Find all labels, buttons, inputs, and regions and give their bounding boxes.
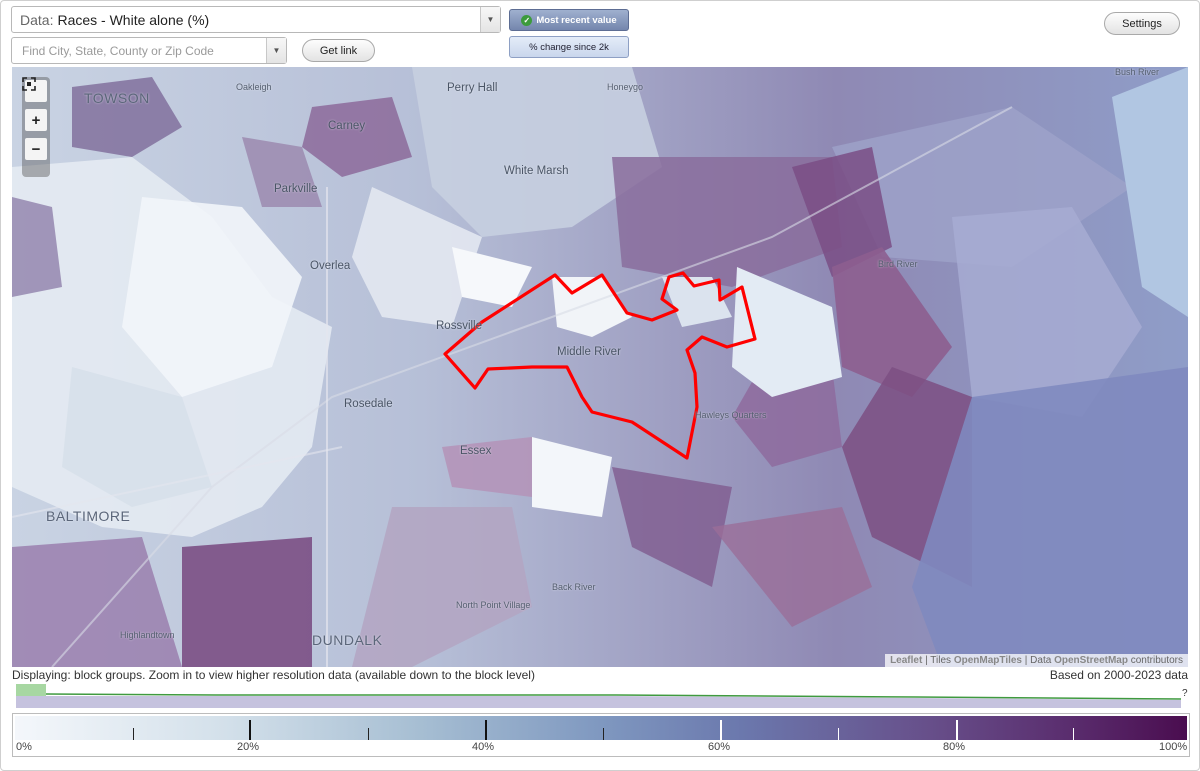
data-value: Races - White alone (%) [57,11,210,28]
most-recent-value-button[interactable]: ✓ Most recent value [509,9,629,31]
place-label: Oakleigh [236,82,272,92]
place-label: Honeygo [607,82,644,92]
zoom-in-button[interactable]: + [25,109,47,131]
data-selector[interactable]: Data: Races - White alone (%) ▼ [11,6,501,33]
chevron-down-icon[interactable]: ▼ [480,7,500,32]
timeline-strip[interactable]: ? [16,684,1188,708]
resolution-status: Displaying: block groups. Zoom in to vie… [12,668,535,682]
attribution-tiles-prefix: Tiles [930,655,952,666]
legend-tick [956,720,958,740]
place-label: Overlea [310,260,351,272]
get-link-button[interactable]: Get link [302,39,375,62]
fullscreen-icon[interactable] [22,77,47,102]
legend-tick [249,720,251,740]
legend-label: 20% [237,741,260,753]
openmaptiles-link[interactable]: OpenMapTiles [953,655,1022,666]
legend-tick [603,728,604,740]
place-label: BALTIMORE [46,508,131,524]
data-years: Based on 2000-2023 data [1049,668,1188,682]
legend-label: 40% [472,741,495,753]
legend-label: 60% [708,741,731,753]
map-layer [12,67,1188,667]
legend-label: 0% [16,741,32,753]
place-label: Back River [552,582,596,592]
legend-tick [1073,728,1074,740]
place-label: White Marsh [504,165,569,177]
percent-change-button[interactable]: % change since 2k [509,36,629,58]
openstreetmap-link[interactable]: OpenStreetMap [1054,655,1128,666]
most-recent-label: Most recent value [536,14,617,26]
zoom-control: + − [22,77,50,177]
place-label: DUNDALK [312,632,383,648]
leaflet-link[interactable]: Leaflet [890,655,923,666]
place-label: Highlandtown [120,630,175,640]
legend-tick [485,720,487,740]
place-label: Perry Hall [447,82,498,94]
place-label: Rosedale [344,398,393,410]
place-label: Bird River [878,259,918,269]
place-label: North Point Village [456,600,531,610]
data-prefix: Data: [20,11,54,28]
attribution-contributors: contributors [1130,655,1183,666]
place-label: Carney [328,120,366,132]
place-label: Bush River [1115,67,1160,77]
timeline-question: ? [1182,688,1188,699]
legend-tick [368,728,369,740]
color-legend: 0% 20% 40% 60% 80% 100% [12,713,1190,757]
place-label: Hawleys Quarters [695,410,767,420]
zoom-out-button[interactable]: − [25,138,47,160]
legend-label: 80% [943,741,966,753]
search-input[interactable] [20,42,260,59]
checkmark-icon: ✓ [521,14,533,26]
legend-gradient [15,716,1187,740]
place-label: Essex [460,445,492,457]
legend-tick [133,728,134,740]
place-label: Parkville [274,183,318,195]
map-attribution: Leaflet | Tiles OpenMapTiles | Data Open… [885,654,1188,667]
legend-tick [838,728,839,740]
legend-tick [720,720,722,740]
attribution-data-prefix: Data [1030,655,1052,666]
place-label: Rossville [436,320,483,332]
choropleth-map[interactable]: TOWSON Oakleigh Perry Hall Honeygo Carne… [12,67,1188,667]
place-label: TOWSON [84,90,150,106]
place-label: Middle River [557,346,621,358]
selected-region-outline [443,271,757,460]
location-search[interactable]: ▼ [11,37,287,64]
legend-label: 100% [1159,741,1188,753]
settings-button[interactable]: Settings [1104,12,1180,35]
chevron-down-icon[interactable]: ▼ [266,38,286,63]
